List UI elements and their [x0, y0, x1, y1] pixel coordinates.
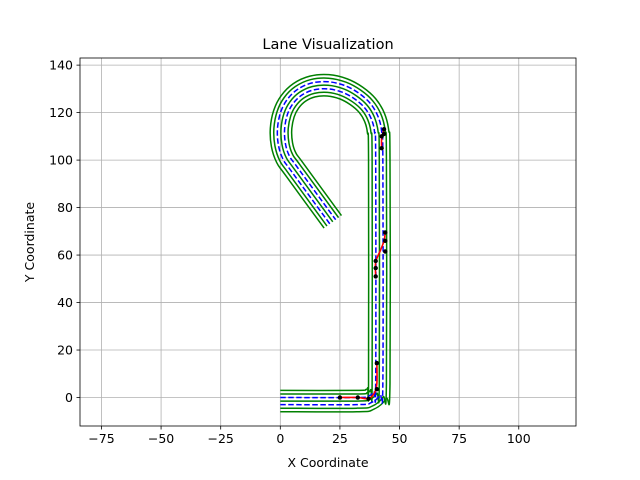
road-boundary-line	[280, 95, 370, 402]
y-axis-ticks: 0 20 40 60 80 100 120 140	[49, 58, 80, 405]
chart-title: Lane Visualization	[262, 37, 393, 53]
path-point	[366, 396, 371, 401]
lane-edge-line	[273, 77, 388, 410]
path-point	[373, 274, 378, 279]
x-axis-ticks: −75 −50 −25 0 25 50 75 100	[88, 426, 531, 446]
path-point	[337, 395, 343, 400]
plot-area	[80, 58, 576, 426]
lane-center-dashed-line	[276, 80, 384, 406]
grid-lines	[80, 58, 576, 426]
path-point	[383, 230, 388, 235]
path-point	[373, 258, 378, 264]
y-tick-label: 100	[49, 153, 73, 168]
y-tick-label: 80	[57, 200, 73, 215]
axes-frame	[79, 57, 577, 427]
road-boundary-line	[269, 73, 392, 413]
x-tick-label: 50	[392, 431, 408, 446]
x-tick-label: 75	[451, 431, 467, 446]
y-axis-label: Y Coordinate	[22, 202, 37, 283]
x-tick-label: −75	[88, 431, 114, 446]
y-tick-label: 60	[57, 248, 73, 263]
y-tick-label: 120	[49, 105, 73, 120]
x-tick-label: −25	[207, 431, 233, 446]
y-tick-label: 0	[65, 390, 73, 405]
path-point	[383, 249, 388, 254]
path-point	[373, 265, 378, 271]
y-tick-label: 140	[49, 58, 73, 73]
path-point	[381, 131, 387, 137]
x-tick-label: 25	[332, 431, 348, 446]
points-layer	[337, 127, 388, 401]
path-point	[374, 387, 380, 392]
y-tick-label: 20	[57, 343, 73, 358]
path-point	[379, 146, 384, 151]
path-point	[374, 360, 380, 366]
path-point	[381, 127, 387, 132]
x-tick-label: 0	[276, 431, 284, 446]
path-point	[383, 238, 388, 244]
x-tick-label: 100	[507, 431, 531, 446]
path-point	[355, 395, 361, 400]
lane-center-dashed-line	[280, 87, 377, 403]
x-tick-label: −50	[148, 431, 174, 446]
y-tick-label: 40	[57, 295, 73, 310]
x-axis-label: X Coordinate	[287, 455, 368, 470]
